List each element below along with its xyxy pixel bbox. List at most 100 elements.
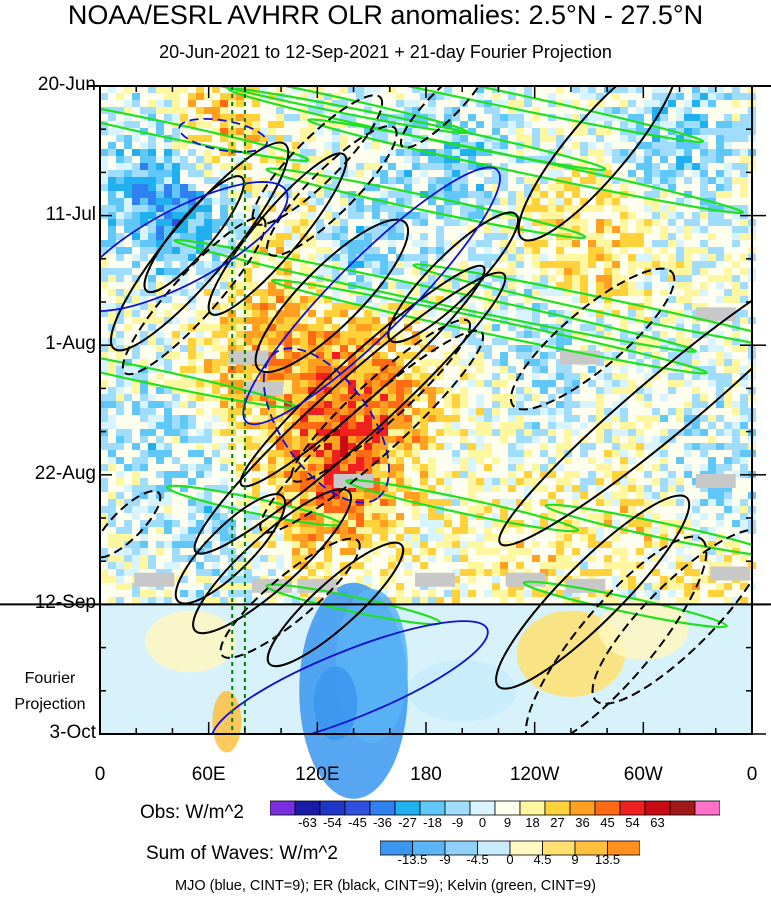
obs-cell [380, 464, 388, 471]
obs-cell [284, 436, 292, 443]
obs-cell [316, 534, 324, 541]
obs-cell [620, 429, 628, 436]
obs-cell [292, 513, 300, 520]
obs-cell [412, 415, 420, 422]
obs-cell [164, 149, 172, 156]
obs-cell [716, 352, 724, 359]
waves-colorbar-tick-label: 0 [506, 852, 514, 867]
obs-cell [684, 429, 692, 436]
obs-cell [740, 506, 748, 513]
obs-cell [380, 303, 388, 310]
obs-cell [452, 359, 460, 366]
obs-cell [676, 268, 684, 275]
obs-cell [476, 142, 484, 149]
obs-cell [588, 205, 596, 212]
obs-cell [236, 401, 244, 408]
obs-cell [396, 513, 404, 520]
obs-cell [388, 429, 396, 436]
obs-cell [364, 373, 372, 380]
obs-cell [156, 198, 164, 205]
obs-cell [196, 464, 204, 471]
obs-cell [540, 401, 548, 408]
obs-cell [636, 163, 644, 170]
obs-cell [700, 247, 708, 254]
obs-cell [564, 254, 572, 261]
er-wave [495, 494, 691, 690]
obs-cell [652, 261, 660, 268]
obs-cell [284, 338, 292, 345]
obs-cell [724, 275, 732, 282]
obs-cell [244, 345, 252, 352]
obs-cell [732, 310, 740, 317]
obs-cell [596, 191, 604, 198]
obs-cell [132, 282, 140, 289]
obs-cell [100, 485, 108, 492]
obs-cell [572, 282, 580, 289]
obs-cell [308, 135, 316, 142]
obs-cell [444, 387, 452, 394]
obs-cell [388, 408, 396, 415]
obs-cell [156, 443, 164, 450]
obs-cell [636, 492, 644, 499]
obs-cell [252, 443, 260, 450]
obs-cell [620, 359, 628, 366]
obs-cell [716, 156, 724, 163]
obs-cell [348, 548, 356, 555]
obs-cell [700, 121, 708, 128]
obs-cell [172, 520, 180, 527]
obs-cell [532, 205, 540, 212]
obs-cell [204, 422, 212, 429]
obs-cell [420, 394, 428, 401]
obs-cell [740, 205, 748, 212]
obs-cell [340, 394, 348, 401]
obs-cell [428, 590, 436, 597]
obs-cell [148, 268, 156, 275]
obs-cell [140, 590, 148, 597]
obs-cell [588, 310, 596, 317]
obs-cell [204, 324, 212, 331]
obs-cell [276, 142, 284, 149]
obs-cell [180, 261, 188, 268]
obs-cell [116, 429, 124, 436]
obs-cell [372, 506, 380, 513]
obs-cell [468, 142, 476, 149]
obs-cell [100, 506, 108, 513]
obs-cell [532, 128, 540, 135]
obs-cell [564, 275, 572, 282]
obs-cell [260, 436, 268, 443]
obs-cell [716, 436, 724, 443]
obs-cell [108, 415, 116, 422]
obs-cell [196, 562, 204, 569]
obs-cell [676, 261, 684, 268]
obs-cell [220, 401, 228, 408]
obs-cell [588, 128, 596, 135]
obs-cell [220, 408, 228, 415]
obs-cell [540, 345, 548, 352]
obs-cell [196, 527, 204, 534]
obs-cell [684, 583, 692, 590]
obs-cell [484, 149, 492, 156]
obs-cell [412, 373, 420, 380]
obs-cell [276, 338, 284, 345]
obs-cell [388, 345, 396, 352]
obs-cell [116, 128, 124, 135]
obs-cell [716, 184, 724, 191]
obs-cell [428, 597, 436, 604]
obs-cell [196, 548, 204, 555]
obs-cell [324, 450, 332, 457]
obs-cell [100, 359, 108, 366]
obs-cell [580, 156, 588, 163]
obs-cell [252, 275, 260, 282]
obs-cell [500, 597, 508, 604]
obs-cell [588, 590, 596, 597]
obs-cell [596, 114, 604, 121]
obs-cell [236, 576, 244, 583]
obs-cell [260, 86, 268, 93]
obs-cell [212, 569, 220, 576]
obs-cell [108, 114, 116, 121]
obs-cell [324, 170, 332, 177]
obs-cell [116, 170, 124, 177]
obs-cell [516, 191, 524, 198]
obs-cell [540, 590, 548, 597]
obs-cell [676, 345, 684, 352]
